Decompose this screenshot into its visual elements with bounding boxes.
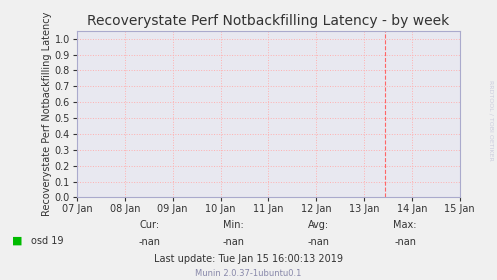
Text: -nan: -nan <box>138 237 160 247</box>
Text: Avg:: Avg: <box>308 220 329 230</box>
Text: ■: ■ <box>12 236 23 246</box>
Text: Last update: Tue Jan 15 16:00:13 2019: Last update: Tue Jan 15 16:00:13 2019 <box>154 254 343 264</box>
Y-axis label: Recoverystate Perf Notbackfilling Latency: Recoverystate Perf Notbackfilling Latenc… <box>42 12 52 216</box>
Text: -nan: -nan <box>307 237 329 247</box>
Text: Cur:: Cur: <box>139 220 159 230</box>
Text: Min:: Min: <box>223 220 244 230</box>
Text: -nan: -nan <box>223 237 245 247</box>
Text: osd 19: osd 19 <box>31 236 63 246</box>
Title: Recoverystate Perf Notbackfilling Latency - by week: Recoverystate Perf Notbackfilling Latenc… <box>87 14 449 28</box>
Text: -nan: -nan <box>394 237 416 247</box>
Text: RRDTOOL / TOBI OETIKER: RRDTOOL / TOBI OETIKER <box>489 80 494 161</box>
Text: Munin 2.0.37-1ubuntu0.1: Munin 2.0.37-1ubuntu0.1 <box>195 269 302 278</box>
Text: Max:: Max: <box>393 220 417 230</box>
